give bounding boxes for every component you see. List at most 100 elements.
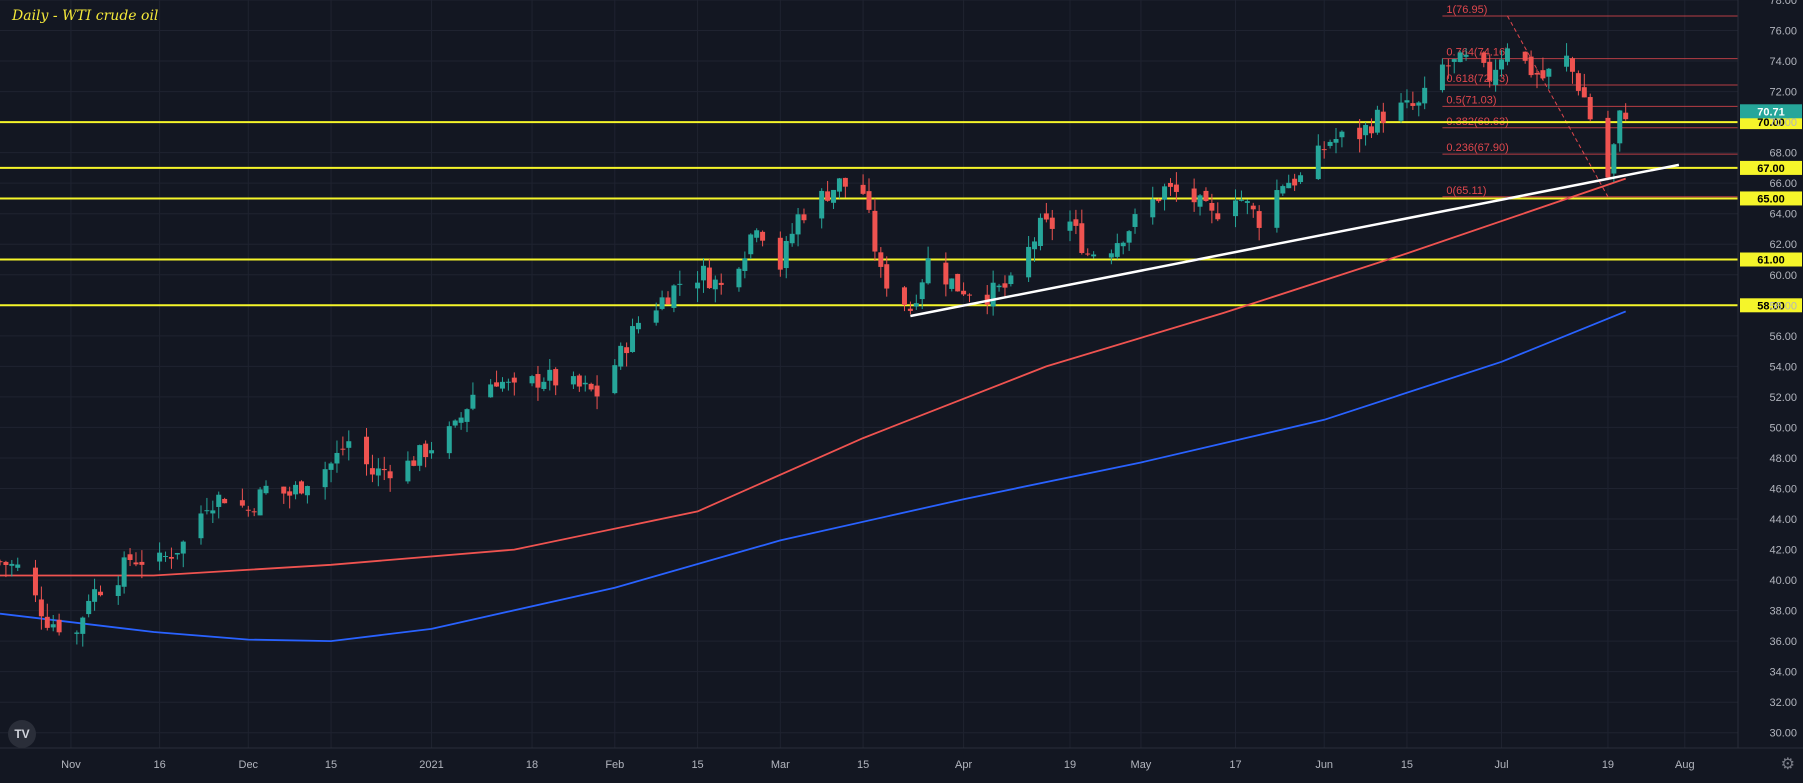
candle-body bbox=[470, 394, 476, 409]
candle-body bbox=[263, 485, 269, 494]
x-tick-label: 17 bbox=[1229, 759, 1241, 771]
tradingview-logo-icon[interactable]: TV bbox=[8, 720, 36, 748]
y-tick-label: 66.00 bbox=[1769, 178, 1797, 190]
candle-body bbox=[1493, 69, 1499, 85]
x-tick-label: Mar bbox=[771, 759, 790, 771]
y-tick-label: 32.00 bbox=[1769, 697, 1797, 709]
candle-body bbox=[795, 214, 801, 235]
candle-body bbox=[1203, 190, 1209, 201]
candle-body bbox=[872, 210, 878, 252]
x-tick-label: 2021 bbox=[419, 759, 443, 771]
candle-body bbox=[996, 285, 1002, 288]
candle-body bbox=[1333, 139, 1339, 143]
candle-body bbox=[582, 382, 588, 385]
y-tick-label: 64.00 bbox=[1769, 209, 1797, 221]
candle-body bbox=[44, 616, 50, 628]
candle-body bbox=[1079, 223, 1085, 253]
candle-body bbox=[417, 445, 423, 466]
price-level-label: 67.00 bbox=[1757, 163, 1785, 175]
moving-average-fast bbox=[0, 177, 1626, 577]
candle-body bbox=[1244, 201, 1250, 203]
y-tick-label: 54.00 bbox=[1769, 361, 1797, 373]
y-tick-label: 78.00 bbox=[1769, 0, 1797, 7]
candle-body bbox=[139, 561, 145, 565]
candle-body bbox=[677, 283, 683, 285]
candle-body bbox=[298, 481, 304, 494]
fib-level-label: 0.236(67.90) bbox=[1446, 142, 1508, 154]
candle-body bbox=[80, 617, 86, 634]
x-tick-label: 15 bbox=[1401, 759, 1413, 771]
candle-body bbox=[1037, 217, 1043, 247]
candle-body bbox=[1132, 214, 1138, 227]
candle-body bbox=[1108, 253, 1114, 258]
candle-body bbox=[842, 177, 848, 187]
x-tick-label: 18 bbox=[526, 759, 538, 771]
candle-body bbox=[180, 541, 186, 554]
candle-body bbox=[653, 310, 659, 323]
x-tick-label: 15 bbox=[857, 759, 869, 771]
candle-body bbox=[245, 509, 251, 511]
price-level-label: 65.00 bbox=[1757, 193, 1785, 205]
candle-body bbox=[1002, 283, 1008, 288]
candle-body bbox=[3, 561, 9, 566]
candle-body bbox=[239, 500, 245, 506]
price-level-label: 61.00 bbox=[1757, 255, 1785, 267]
candle-body bbox=[553, 369, 559, 386]
fib-level-label: 1(76.95) bbox=[1446, 4, 1487, 16]
candle-body bbox=[1617, 110, 1623, 144]
gear-icon[interactable]: ⚙ bbox=[1780, 756, 1795, 773]
candle-body bbox=[1238, 199, 1244, 201]
y-tick-label: 44.00 bbox=[1769, 514, 1797, 526]
candle-body bbox=[381, 468, 387, 471]
candle-body bbox=[547, 369, 553, 381]
candle-body bbox=[346, 441, 352, 448]
candle-body bbox=[121, 557, 127, 587]
candle-body bbox=[429, 450, 435, 454]
candle-body bbox=[1605, 117, 1611, 178]
candle-body bbox=[801, 214, 807, 221]
y-tick-label: 34.00 bbox=[1769, 667, 1797, 679]
price-level-label: 58.00 bbox=[1757, 300, 1785, 312]
candle-body bbox=[251, 511, 257, 513]
candle-body bbox=[1457, 52, 1463, 63]
candle-body bbox=[216, 494, 222, 507]
candle-body bbox=[635, 322, 641, 330]
candle-body bbox=[1374, 109, 1380, 133]
x-tick-label: 16 bbox=[153, 759, 165, 771]
candle-body bbox=[1049, 217, 1055, 229]
candle-body bbox=[1298, 175, 1304, 183]
candle-body bbox=[334, 452, 340, 464]
fib-level-label: 0.5(71.03) bbox=[1446, 94, 1496, 106]
candle-body bbox=[671, 285, 677, 308]
x-tick-label: Nov bbox=[61, 759, 81, 771]
candle-body bbox=[1522, 51, 1528, 61]
candle-body bbox=[56, 619, 62, 633]
candle-body bbox=[1368, 126, 1374, 134]
candle-body bbox=[535, 374, 541, 388]
candle-body bbox=[1357, 127, 1363, 140]
candle-body bbox=[1528, 56, 1534, 76]
candle-body bbox=[1156, 199, 1162, 202]
candle-body bbox=[1292, 178, 1298, 186]
y-tick-label: 36.00 bbox=[1769, 636, 1797, 648]
candle-body bbox=[878, 252, 884, 267]
candle-body bbox=[322, 469, 328, 488]
candle-body bbox=[789, 233, 795, 244]
candle-body bbox=[157, 552, 163, 562]
candle-body bbox=[32, 567, 38, 596]
fib-level-label: 0.764(74.16) bbox=[1446, 47, 1508, 59]
candle-body bbox=[529, 376, 535, 384]
x-tick-label: Dec bbox=[239, 759, 259, 771]
candle-body bbox=[570, 376, 576, 385]
x-tick-label: 19 bbox=[1602, 759, 1614, 771]
candle-body bbox=[464, 409, 470, 422]
candle-body bbox=[204, 510, 210, 512]
candle-body bbox=[1575, 73, 1581, 91]
candle-body bbox=[127, 554, 133, 561]
candle-body bbox=[1481, 52, 1487, 63]
candle-body bbox=[511, 377, 517, 383]
candle-body bbox=[1067, 221, 1073, 231]
candle-body bbox=[1581, 87, 1587, 98]
